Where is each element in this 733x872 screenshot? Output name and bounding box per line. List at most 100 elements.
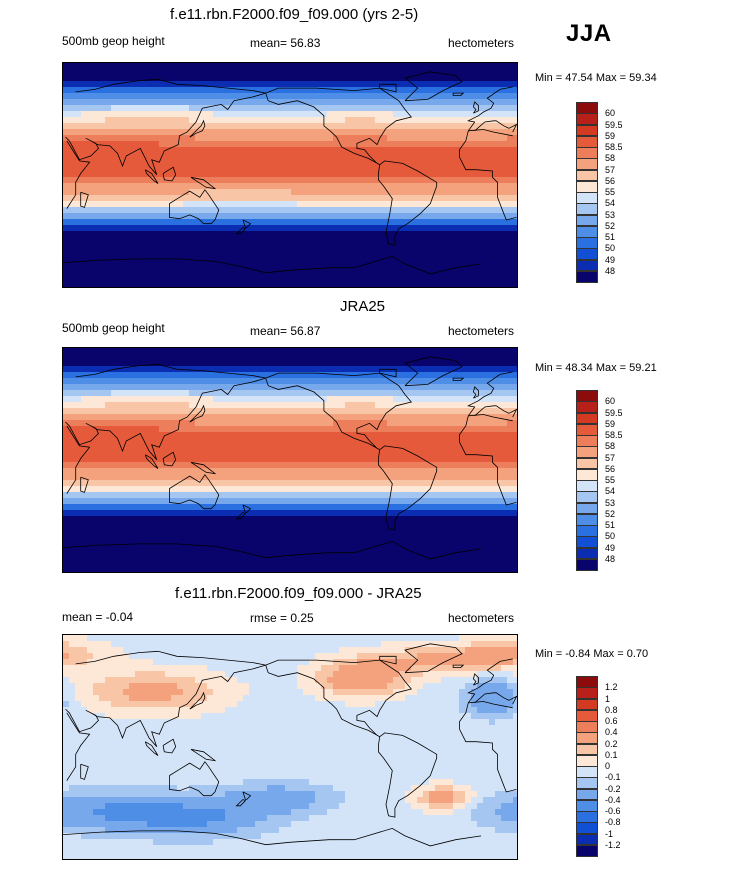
colorbar-swatch — [576, 558, 598, 571]
field-shading — [63, 348, 517, 572]
colorbar-swatch — [576, 412, 598, 425]
colorbar-swatch — [576, 513, 598, 526]
colorbar-tick-label: 56 — [605, 175, 616, 186]
colorbar-swatch — [576, 799, 598, 812]
colorbar-tick-label: 49 — [605, 254, 616, 265]
panel1-title: f.e11.rbn.F2000.f09_f09.000 (yrs 2-5) — [170, 6, 419, 23]
colorbar-swatch — [576, 237, 598, 249]
colorbar-tick-label: 57 — [605, 164, 616, 175]
coastlines — [63, 71, 517, 275]
colorbar-swatch — [576, 833, 598, 846]
panel3-rmse-label: rmse = 0.25 — [250, 611, 314, 625]
colorbar-tick-label: 0.1 — [605, 749, 618, 760]
colorbar-tick-label: 49 — [605, 542, 616, 553]
colorbar-swatch — [576, 766, 598, 778]
coastlines — [63, 356, 517, 560]
panel1-variable-label: 500mb geop height — [62, 34, 165, 48]
colorbar-tick-label: -1.2 — [605, 839, 621, 850]
colorbar-swatch — [576, 446, 598, 458]
colorbar-tick-label: -0.6 — [605, 806, 621, 816]
panel3-map — [62, 634, 518, 860]
colorbar-swatch — [576, 721, 598, 733]
colorbar-tick-label: -0.1 — [605, 772, 621, 783]
colorbar-tick-label: 57 — [605, 452, 616, 463]
colorbar-swatch — [576, 844, 598, 857]
colorbar-tick-label: 58.5 — [605, 142, 623, 152]
colorbar-swatch — [576, 502, 598, 515]
colorbar-swatch — [576, 102, 598, 114]
colorbar-tick-label: 55 — [605, 475, 616, 485]
panel2-colorbar: 48 49 50 51 52 53 54 55 56 57 58 58.5 59 59.5 60 — [576, 390, 623, 571]
panel1-mean-label: mean= 56.83 — [250, 36, 321, 50]
colorbar-tick-label: -0.8 — [605, 817, 621, 828]
colorbar-tick-label: 55 — [605, 187, 616, 197]
colorbar-swatch — [576, 822, 598, 834]
colorbar-tick-label: 59.5 — [605, 407, 623, 418]
colorbar-tick-label: 1 — [605, 693, 611, 704]
colorbar-swatch — [576, 788, 598, 801]
colorbar-tick-label: 0.8 — [605, 704, 618, 715]
colorbar-swatch — [576, 457, 598, 470]
colorbar-tick-label: 48 — [605, 553, 616, 564]
colorbar-tick-label: 0 — [605, 761, 611, 771]
colorbar-swatch — [576, 743, 598, 756]
colorbar-tick-label: 0.6 — [605, 716, 618, 726]
season-label: JJA — [566, 20, 612, 47]
colorbar-swatch — [576, 536, 598, 548]
colorbar-tick-label: 0.4 — [605, 727, 618, 738]
colorbar-tick-label: 50 — [605, 243, 616, 254]
panel2-minmax: Min = 48.34 Max = 59.21 — [535, 362, 657, 374]
colorbar-tick-label: 52 — [605, 220, 616, 231]
colorbar-tick-label: 51 — [605, 232, 616, 242]
colorbar-swatch — [576, 468, 598, 481]
colorbar-tick-label: 50 — [605, 531, 616, 542]
colorbar-tick-label: -0.4 — [605, 794, 621, 805]
colorbar-swatch — [576, 390, 598, 402]
panel3-units-label: hectometers — [448, 611, 515, 625]
colorbar-swatch — [576, 435, 598, 447]
colorbar-swatch — [576, 732, 598, 744]
coastlines — [63, 643, 517, 847]
colorbar-swatch — [576, 491, 598, 503]
colorbar-tick-label: 59 — [605, 418, 616, 429]
colorbar-swatch — [576, 676, 598, 688]
colorbar-swatch — [576, 248, 598, 260]
colorbar-tick-label: 48 — [605, 265, 616, 276]
colorbar-swatch — [576, 547, 598, 560]
colorbar-tick-label: 59.5 — [605, 119, 623, 130]
panel1-minmax: Min = 47.54 Max = 59.34 — [535, 72, 657, 84]
colorbar-tick-label: -0.2 — [605, 783, 621, 794]
colorbar-swatch — [576, 709, 598, 722]
colorbar-swatch — [576, 124, 598, 137]
colorbar-swatch — [576, 698, 598, 711]
panel2-units-label: hectometers — [448, 324, 515, 338]
colorbar-tick-label: 53 — [605, 497, 616, 508]
colorbar-tick-label: 58.5 — [605, 430, 623, 440]
panel2-title: JRA25 — [340, 298, 386, 315]
colorbar-swatch — [576, 811, 598, 823]
panel3-mean-label: mean = -0.04 — [62, 610, 134, 624]
colorbar-swatch — [576, 777, 598, 789]
colorbar-tick-label: 0.2 — [605, 738, 618, 749]
panel3-minmax: Min = -0.84 Max = 0.70 — [535, 648, 649, 660]
panel1-units-label: hectometers — [448, 36, 515, 50]
panel2-mean-label: mean= 56.87 — [250, 324, 321, 338]
colorbar-swatch — [576, 147, 598, 159]
colorbar-swatch — [576, 180, 598, 193]
colorbar-swatch — [576, 423, 598, 436]
colorbar-swatch — [576, 158, 598, 170]
colorbar-tick-label: 54 — [605, 486, 616, 497]
colorbar-tick-label: 1.2 — [605, 682, 618, 693]
panel2-map — [62, 347, 518, 573]
panel1-colorbar: 48 49 50 51 52 53 54 55 56 57 58 58.5 59 59.5 60 — [576, 102, 623, 283]
colorbar-swatch — [576, 203, 598, 215]
colorbar-swatch — [576, 113, 598, 125]
colorbar-swatch — [576, 754, 598, 767]
colorbar-swatch — [576, 135, 598, 148]
colorbar-swatch — [576, 259, 598, 272]
field-shading — [63, 63, 517, 287]
panel2-variable-label: 500mb geop height — [62, 321, 165, 335]
colorbar-swatch — [576, 214, 598, 227]
panel3-title: f.e11.rbn.F2000.f09_f09.000 - JRA25 — [175, 585, 422, 602]
colorbar-swatch — [576, 169, 598, 182]
